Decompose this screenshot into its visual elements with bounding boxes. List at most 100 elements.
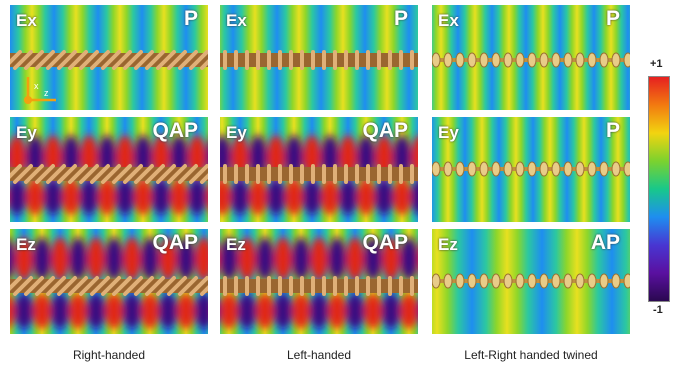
mode-label: QAP	[152, 119, 198, 143]
chain-bead	[492, 274, 500, 288]
lobe	[159, 293, 177, 329]
chain-bead	[576, 162, 584, 176]
lobe	[357, 179, 375, 215]
lobe	[274, 293, 292, 329]
lobe	[231, 179, 249, 215]
field-label: Ex	[226, 11, 247, 31]
lobe	[346, 293, 364, 329]
field-label: Ez	[438, 235, 458, 255]
lobe	[292, 237, 310, 281]
chain-bead	[492, 53, 500, 67]
chain-bead	[612, 53, 620, 67]
lobe	[105, 293, 123, 329]
chain-bead	[600, 162, 608, 176]
chain-bead	[528, 274, 536, 288]
lobe	[303, 179, 321, 215]
lobe	[321, 179, 339, 215]
lobe	[15, 293, 33, 329]
chain-bead	[456, 53, 464, 67]
chain-bead	[576, 274, 584, 288]
lobe	[256, 293, 274, 329]
mode-label: QAP	[362, 231, 408, 255]
lobe	[256, 237, 274, 281]
field-label: Ey	[226, 123, 247, 143]
mode-label: P	[394, 7, 408, 31]
chain-bead	[480, 162, 488, 176]
chain-bead	[528, 53, 536, 67]
column-caption: Right-handed	[10, 348, 208, 362]
lobe	[170, 179, 188, 215]
lobe	[116, 179, 134, 215]
field-map: xz	[10, 5, 208, 110]
lobe	[105, 237, 123, 281]
lobe	[400, 293, 418, 329]
chain-bead	[456, 274, 464, 288]
figure: +1 -1 (() => { const data = JSON.parse(d…	[0, 0, 694, 368]
chain-bead	[504, 53, 512, 67]
lobe	[123, 293, 141, 329]
lobe	[51, 293, 69, 329]
lobe	[310, 293, 328, 329]
lobe	[33, 293, 51, 329]
chain-bead	[576, 53, 584, 67]
chain-bead	[612, 162, 620, 176]
lobe	[177, 293, 195, 329]
chain-bead	[480, 274, 488, 288]
mode-label: P	[184, 7, 198, 31]
chain-bead	[624, 162, 630, 176]
chain-bead	[624, 53, 630, 67]
field-panel: EyP	[432, 117, 630, 222]
lobe	[69, 293, 87, 329]
lobe	[267, 179, 285, 215]
chain-bead	[564, 162, 572, 176]
lobe	[62, 179, 80, 215]
chain-bead	[516, 162, 524, 176]
lobe	[328, 237, 346, 281]
chain-bead	[588, 274, 596, 288]
chain-bead	[516, 274, 524, 288]
chain-bead	[540, 162, 548, 176]
colorbar-min: -1	[653, 304, 663, 316]
lobe	[238, 293, 256, 329]
colorbar	[648, 76, 670, 302]
field-label: Ex	[438, 11, 459, 31]
chain-bead	[540, 53, 548, 67]
chain-bead	[564, 53, 572, 67]
chain-bead	[504, 162, 512, 176]
chain-bead	[504, 274, 512, 288]
lobe	[328, 293, 346, 329]
lobe	[393, 179, 411, 215]
chain-bead	[552, 53, 560, 67]
field-label: Ex	[16, 11, 37, 31]
chain-bead	[468, 274, 476, 288]
axis-label: x	[34, 81, 39, 91]
chain-bead	[552, 274, 560, 288]
lobe	[26, 179, 44, 215]
column-caption: Left-handed	[220, 348, 418, 362]
field-panel: Ey QAP	[10, 117, 208, 222]
field-panel: Ey QAP	[220, 117, 418, 222]
mode-label: QAP	[362, 119, 408, 143]
lobe	[339, 179, 357, 215]
chain-bead	[468, 162, 476, 176]
field-label: Ey	[16, 123, 37, 143]
chain-bead	[624, 274, 630, 288]
lobe	[274, 237, 292, 281]
lobe	[134, 179, 152, 215]
chain-bead	[564, 274, 572, 288]
lobe	[80, 179, 98, 215]
lobe	[292, 293, 310, 329]
field-map	[432, 117, 630, 222]
lobe	[69, 237, 87, 281]
chain-bead	[528, 162, 536, 176]
chain-bead	[432, 162, 440, 176]
field-panel: ExP	[432, 5, 630, 110]
lobe	[123, 237, 141, 281]
mode-label: QAP	[152, 231, 198, 255]
colorbar-max: +1	[650, 58, 663, 70]
field-label: Ey	[438, 123, 459, 143]
lobe	[310, 237, 328, 281]
